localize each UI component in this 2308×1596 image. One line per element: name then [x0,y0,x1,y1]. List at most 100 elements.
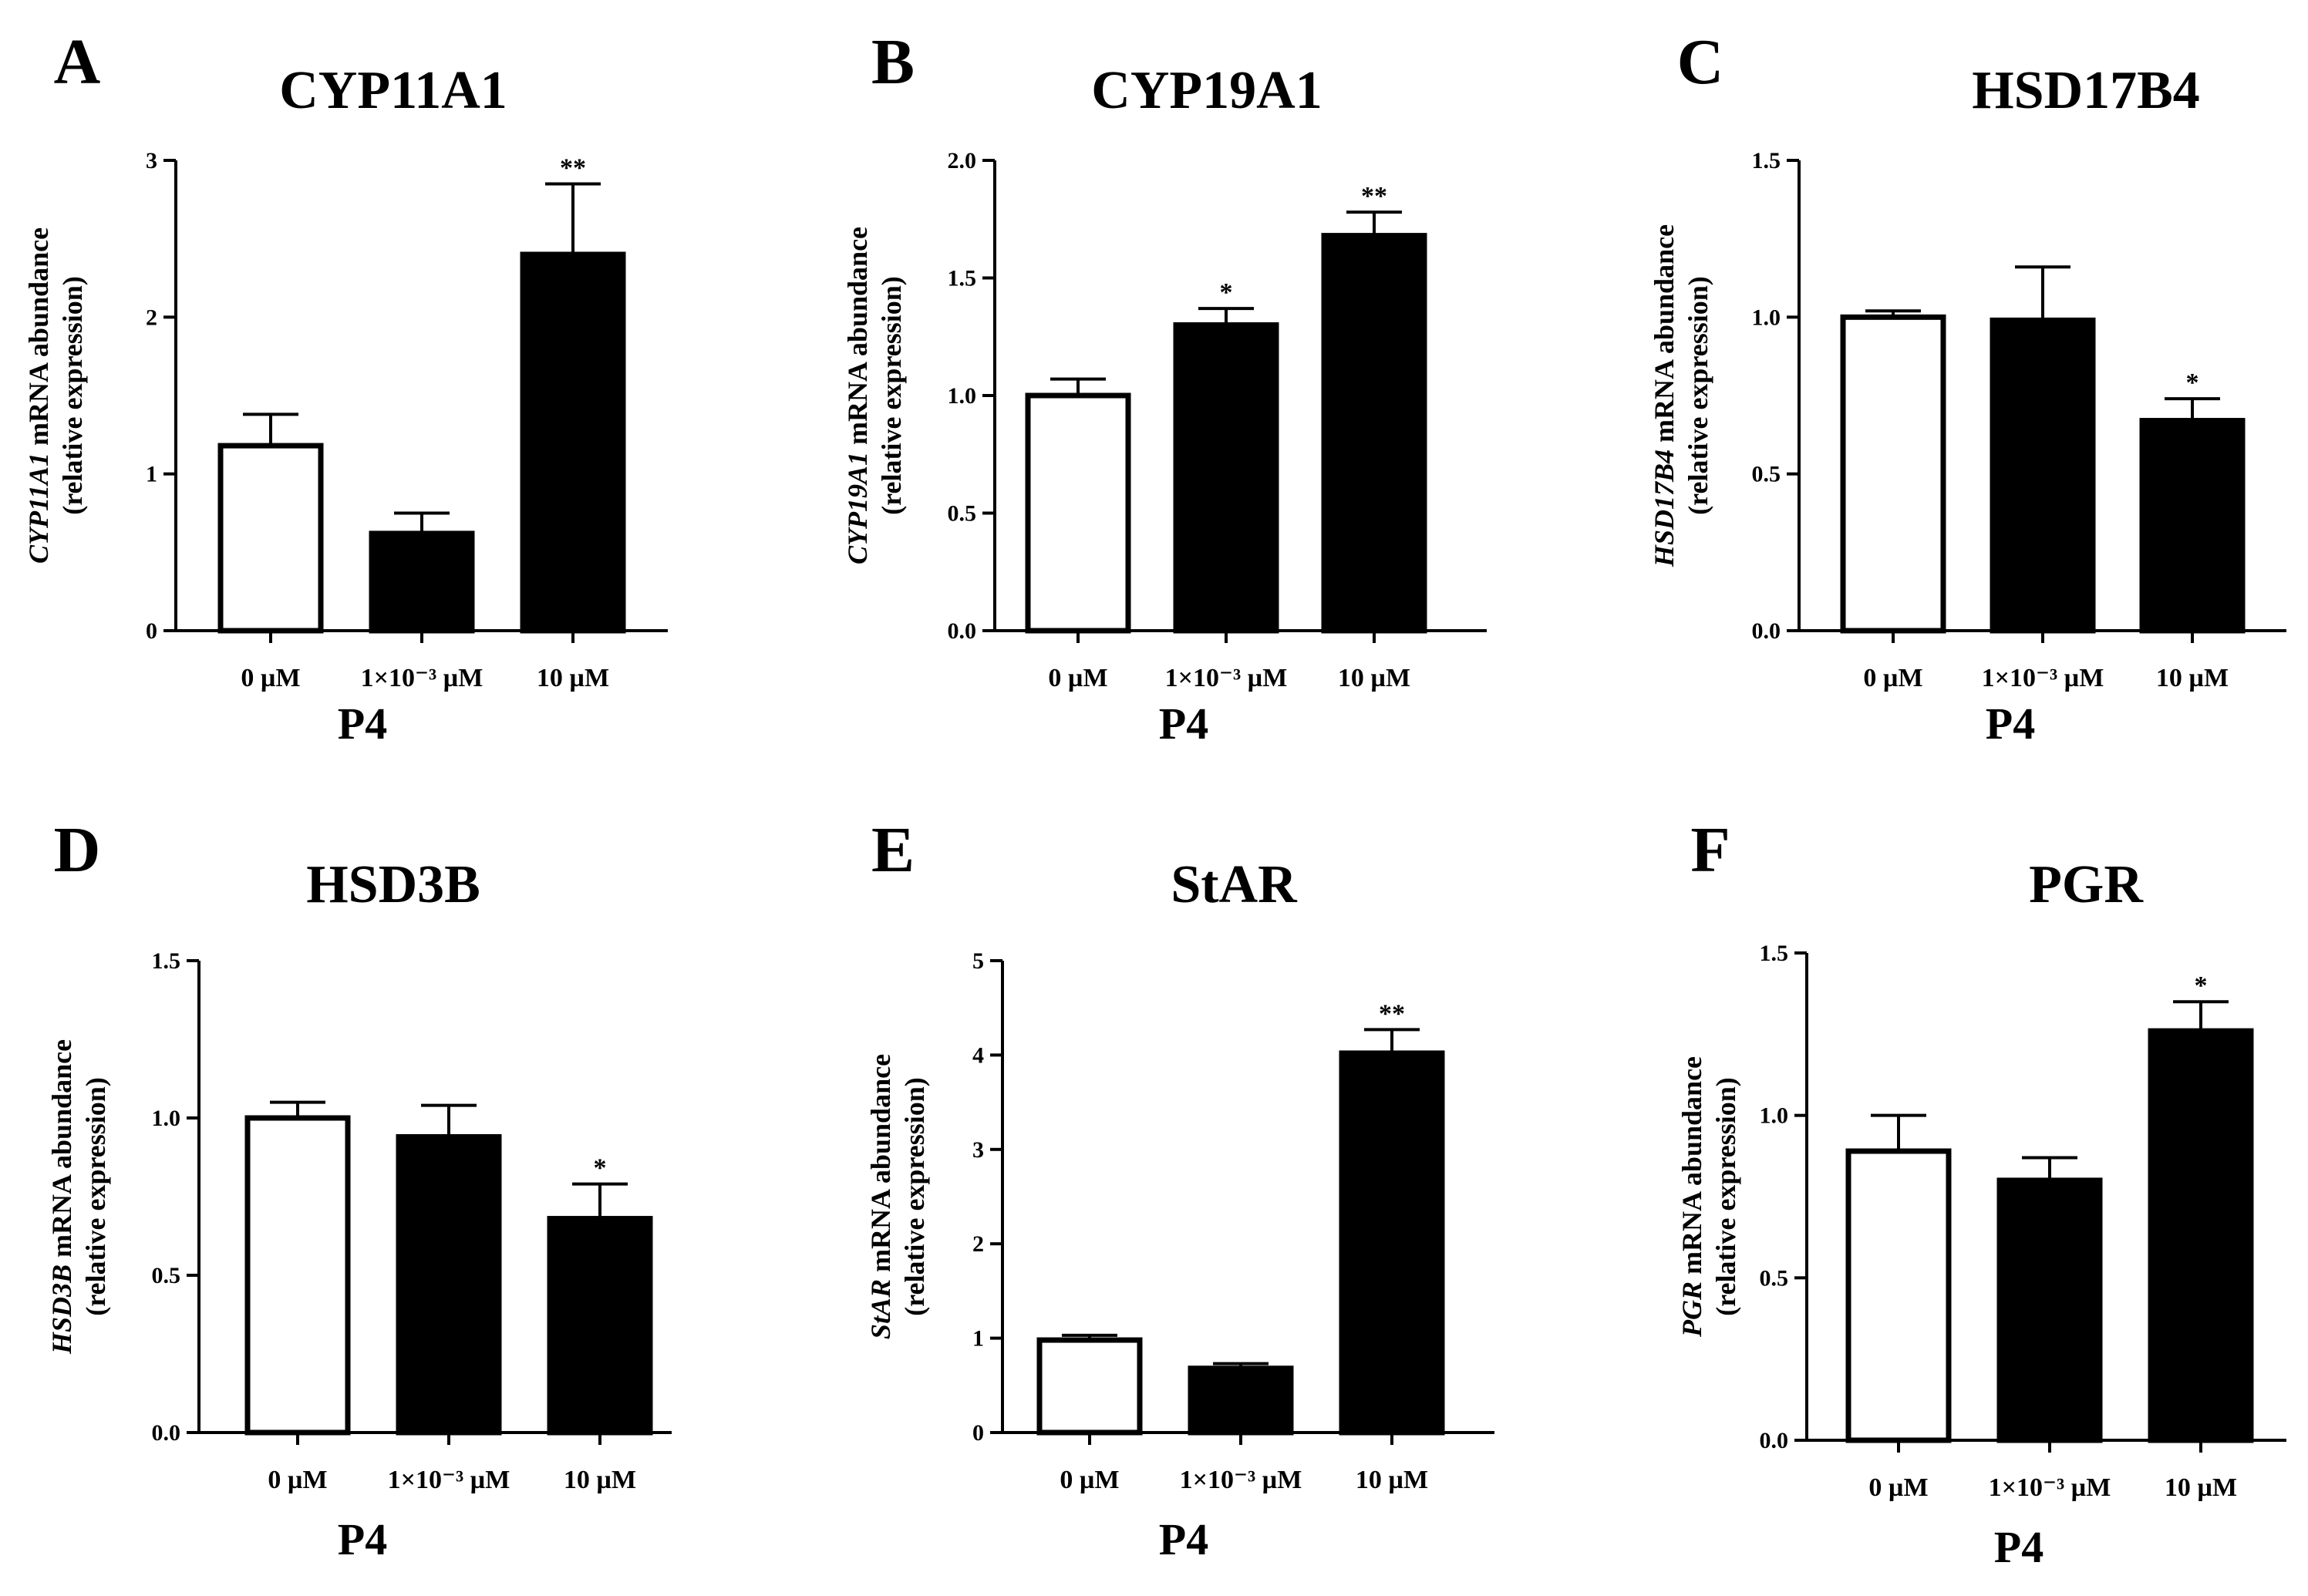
panel-f: F PGR 0.0 0.5 1.0 1.5 PGR mRNA abundance (relat… [1676,814,2286,1572]
x-tick-label: 1×10⁻³ µM [361,664,484,692]
y-axis-label: PGR mRNA abundance [1676,1056,1707,1338]
x-tick-label: 10 µM [564,1466,636,1494]
panel-a: A CYP11A1 0 1 2 3 CYP11A1 mRNA abundance (relat… [23,26,668,749]
x-axis-label: P4 [1159,699,1208,749]
y-tick-label: 0.5 [1752,462,1781,487]
bar-2 [396,1133,502,1436]
significance-marker: * [2186,369,2199,397]
bar-3 [547,1216,653,1436]
panel-b: B CYP19A1 0.0 0.5 1.0 1.5 2.0 CYP19A1 mRNA abun… [842,26,1487,749]
x-tick-label: 1×10⁻³ µM [1982,664,2104,692]
bar-2 [1990,317,2096,634]
panel-c: C HSD17B4 0.0 0.5 1.0 1.5 HSD17B4 mRNA abundan… [1649,26,2286,749]
chart-title: HSD17B4 [1972,61,2200,120]
bar-1 [1840,314,1946,634]
y-axis-label-gene: HSD17B4 [1649,450,1680,567]
x-tick-label: 1×10⁻³ µM [1165,664,1288,692]
y-axis-label-line2: (relative expression) [57,276,88,515]
y-tick-label: 1.0 [152,1106,181,1131]
y-axis-label-text: mRNA abundance [46,1039,77,1264]
y-axis-label-gene: CYP11A1 [23,453,54,564]
x-tick-label: 10 µM [2165,1473,2237,1502]
panel-letter: C [1677,26,1724,98]
y-tick-label: 2 [972,1231,984,1257]
y-axis-label-line2: (relative expression) [899,1077,930,1316]
y-axis-label-text: mRNA abundance [865,1054,896,1279]
y-tick-label: 2.0 [948,148,977,173]
bar-3 [520,251,626,634]
x-tick-label: 0 µM [268,1466,327,1494]
bar-1 [244,1115,351,1436]
significance-marker: ** [1379,999,1405,1028]
x-tick-label: 10 µM [2156,664,2229,692]
bar-1 [1845,1148,1952,1443]
x-tick-label: 1×10⁻³ µM [1989,1473,2111,1502]
y-axis-label-gene: CYP19A1 [842,452,873,564]
y-axis-label-gene: StAR [865,1279,896,1339]
y-tick-label: 0.0 [948,618,977,644]
y-tick-label: 1.5 [152,948,181,974]
chart-title: StAR [1171,855,1298,914]
y-tick-label: 2 [146,305,157,330]
x-tick-label: 10 µM [1356,1466,1428,1494]
chart-title: PGR [2029,855,2144,914]
y-tick-label: 4 [972,1042,984,1068]
y-axis-label-line2: (relative expression) [876,276,907,515]
bar-2 [1996,1177,2103,1443]
x-tick-label: 10 µM [1338,664,1410,692]
chart-title: HSD3B [306,855,480,914]
y-axis-label-text: mRNA abundance [842,227,873,452]
x-axis-label: P4 [338,1514,387,1564]
chart-title: CYP19A1 [1091,61,1322,120]
y-tick-label: 3 [972,1137,984,1163]
y-tick-label: 1.0 [1752,305,1781,330]
y-axis-label: HSD17B4 mRNA abundance [1649,224,1680,567]
x-axis-label: P4 [338,699,387,749]
y-tick-label: 0.5 [152,1263,181,1288]
y-tick-label: 5 [972,948,984,974]
panel-e: E StAR 0 1 2 3 4 5 StAR mRNA abundance (relative … [865,814,1494,1564]
y-axis-label-text: mRNA abundance [1676,1056,1707,1281]
y-axis-label: StAR mRNA abundance [865,1054,896,1339]
y-tick-label: 0.0 [1760,1428,1789,1453]
panel-letter: D [54,814,101,886]
y-tick-label: 0.0 [1752,618,1781,644]
bar-2 [369,530,475,634]
x-tick-label: 0 µM [1048,664,1107,692]
bar-1 [1025,392,1131,634]
panel-d: D HSD3B 0.0 0.5 1.0 1.5 HSD3B mRNA abundance (r… [46,814,672,1564]
panel-letter: B [871,26,915,98]
y-tick-label: 0 [146,618,157,644]
y-axis-label: CYP11A1 mRNA abundance [23,227,54,564]
panel-letter: E [871,814,915,886]
y-axis-label-line2: (relative expression) [1710,1077,1741,1316]
x-axis-label: P4 [1159,1514,1208,1564]
y-tick-label: 1.5 [1752,148,1781,173]
bar-2 [1173,322,1279,634]
y-tick-label: 1.5 [1760,941,1789,966]
bar-3 [2139,418,2246,634]
y-axis-label-gene: HSD3B [46,1264,77,1355]
x-tick-label: 1×10⁻³ µM [388,1466,510,1494]
panel-letter: A [54,26,101,98]
y-axis-label-text: mRNA abundance [23,227,54,453]
y-axis-label-line2: (relative expression) [80,1077,111,1316]
bar-1 [217,443,324,634]
significance-marker: ** [1361,182,1387,210]
x-tick-label: 0 µM [1863,664,1922,692]
y-axis-label: HSD3B mRNA abundance [46,1039,77,1355]
x-axis-label: P4 [1994,1522,2044,1572]
y-tick-label: 1.0 [948,383,977,409]
bar-3 [2148,1028,2254,1443]
y-axis-label: CYP19A1 mRNA abundance [842,227,873,564]
y-tick-label: 0.5 [948,501,977,527]
y-axis-label-gene: PGR [1676,1281,1707,1338]
y-axis-label-line2: (relative expression) [1683,276,1713,515]
x-tick-label: 10 µM [537,664,609,692]
x-tick-label: 0 µM [1060,1466,1119,1494]
y-tick-label: 0.0 [152,1420,181,1446]
bar-2 [1188,1365,1294,1436]
significance-marker: ** [560,154,586,183]
y-axis-label-text: mRNA abundance [1649,224,1680,450]
